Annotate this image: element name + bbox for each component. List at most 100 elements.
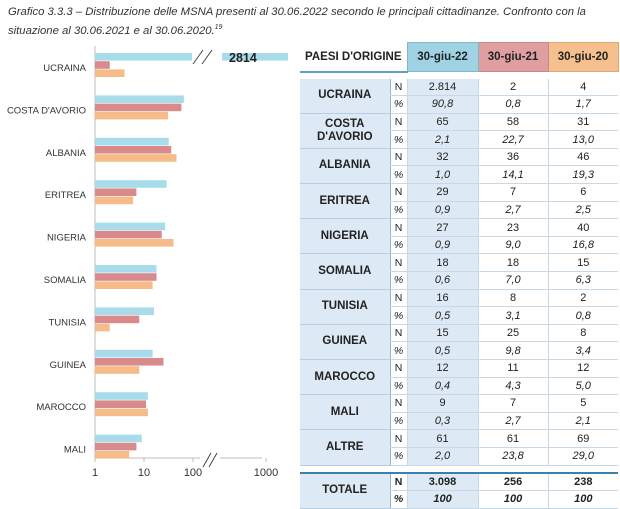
bar	[95, 265, 157, 273]
bar	[95, 154, 177, 162]
bar	[95, 451, 130, 459]
table-row: UCRAINA N 2.814 2 4	[300, 78, 619, 114]
bar-break-mark	[201, 49, 213, 65]
n-label: N	[389, 148, 408, 167]
value-n-cell: 238	[547, 471, 619, 492]
pct-label: %	[389, 377, 408, 396]
table-row: GUINEA N 15 25 8	[300, 324, 619, 361]
table-row: % 0,3 2,7 2,1	[300, 412, 619, 431]
value-n-cell: 32	[406, 148, 479, 167]
value-pct-cell: 2,0	[406, 447, 479, 466]
value-pct-cell: 2,1	[547, 412, 619, 431]
value-n-cell: 58	[477, 113, 549, 132]
x-tick-label: 10	[138, 467, 150, 479]
country-cell: MAROCCO	[300, 359, 390, 396]
value-n-cell: 18	[406, 253, 479, 273]
value-pct-cell: 3,1	[477, 306, 549, 325]
value-pct-cell: 0,5	[406, 306, 479, 325]
bar	[95, 61, 110, 69]
bar	[95, 137, 169, 146]
category-label: GUINEA	[50, 360, 87, 371]
country-cell: ERITREA	[300, 183, 390, 220]
value-n-cell: 40	[547, 218, 619, 237]
bar	[95, 349, 153, 358]
bar	[95, 230, 162, 239]
table-row: % 2,1 22,7 13,0	[300, 130, 619, 149]
value-n-cell: 46	[547, 148, 619, 167]
value-pct-cell: 5,0	[547, 377, 619, 396]
bar	[95, 188, 137, 196]
bar	[95, 442, 137, 451]
table-row: ALTRE N 61 61 69	[300, 429, 619, 466]
value-n-cell: 15	[406, 324, 479, 343]
axis-break-mark	[208, 452, 218, 468]
table-row: % 90,8 0,8 1,7	[300, 95, 619, 114]
x-tick-label: 1	[92, 467, 98, 479]
country-cell: NIGERIA	[300, 218, 390, 255]
table-row: TUNISIA N 16 8 2	[300, 289, 619, 325]
value-pct-cell: 16,8	[547, 236, 619, 255]
value-pct-cell: 0,9	[406, 201, 479, 220]
category-label: SOMALIA	[44, 275, 87, 286]
value-pct-cell: 0,9	[406, 236, 479, 255]
value-n-cell: 61	[477, 429, 549, 448]
value-pct-cell: 29,0	[547, 447, 619, 466]
pct-label: %	[389, 306, 408, 325]
value-n-cell: 25	[477, 324, 549, 343]
caption-text: Grafico 3.3.3 – Distribuzione delle MSNA…	[8, 6, 586, 37]
bar	[95, 281, 153, 289]
category-label: MALI	[64, 445, 86, 456]
bar	[95, 400, 147, 408]
bar	[95, 222, 166, 231]
value-pct-cell: 14,1	[477, 165, 549, 185]
value-pct-cell: 0,8	[477, 95, 549, 114]
value-n-cell: 9	[406, 394, 479, 413]
table-row: % 0,5 9,8 3,4	[300, 341, 619, 360]
value-pct-cell: 100	[547, 490, 619, 509]
value-pct-cell: 1,7	[547, 95, 619, 114]
value-pct-cell: 7,0	[477, 271, 549, 290]
bar	[95, 273, 157, 281]
value-n-cell: 15	[547, 253, 619, 273]
value-pct-cell: 1,0	[406, 165, 479, 185]
table-row: % 0,5 3,1 0,8	[300, 306, 619, 325]
value-n-cell: 65	[406, 113, 479, 132]
value-pct-cell: 22,7	[477, 130, 549, 149]
caption-footnote: 19	[214, 24, 223, 31]
value-pct-cell: 0,8	[547, 306, 619, 325]
table-row: % 0,9 9,0 16,8	[300, 236, 619, 255]
value-pct-cell: 19,3	[547, 165, 619, 185]
table-row: ALBANIA N 32 36 46	[300, 148, 619, 185]
n-label: N	[389, 289, 408, 308]
table-row: COSTA D'AVORIO N 65 58 31	[300, 113, 619, 149]
value-n-cell: 8	[547, 324, 619, 343]
value-pct-cell: 2,1	[406, 130, 479, 149]
n-label: N	[389, 394, 408, 413]
bar	[95, 434, 142, 443]
category-label: TUNISIA	[49, 317, 87, 328]
value-n-cell: 69	[547, 429, 619, 448]
pct-label: %	[389, 236, 408, 255]
value-pct-cell: 3,4	[547, 341, 619, 360]
table-body: UCRAINA N 2.814 2 4% 90,8 0,8 1,7 COSTA D'AVORIO…	[300, 78, 619, 509]
data-table: PAESI D'ORIGINE 30-giu-22 30-giu-21 30-g…	[300, 42, 619, 509]
n-label: N	[389, 359, 408, 378]
value-pct-cell: 0,6	[406, 271, 479, 290]
value-n-cell: 36	[477, 148, 549, 167]
bar	[95, 323, 110, 332]
pct-label: %	[389, 490, 408, 509]
value-n-cell: 29	[406, 183, 479, 202]
bar	[95, 103, 182, 112]
value-pct-cell: 0,3	[406, 412, 479, 431]
table-row: NIGERIA N 27 23 40	[300, 218, 619, 255]
category-label: MAROCCO	[36, 402, 86, 413]
value-pct-cell: 0,4	[406, 377, 479, 396]
header-origin: PAESI D'ORIGINE	[300, 42, 408, 73]
country-cell: TUNISIA	[300, 289, 390, 325]
value-n-cell: 12	[406, 359, 479, 378]
country-cell: MALI	[300, 394, 390, 431]
value-n-cell: 12	[547, 359, 619, 378]
pct-label: %	[389, 130, 408, 149]
category-label: ERITREA	[45, 190, 87, 201]
n-label: N	[389, 324, 408, 343]
